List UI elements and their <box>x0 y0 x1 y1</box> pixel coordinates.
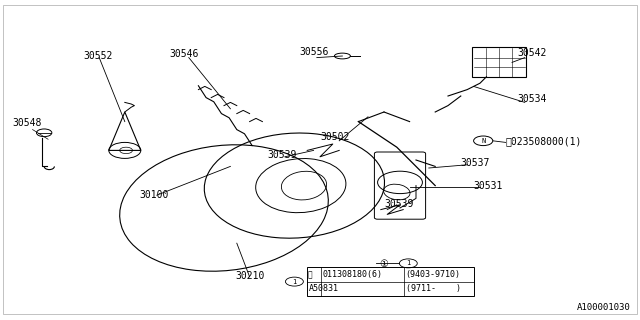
Text: 30556: 30556 <box>300 47 329 57</box>
Text: N: N <box>481 138 485 144</box>
Text: 30210: 30210 <box>236 271 265 281</box>
Text: 30531: 30531 <box>474 181 503 191</box>
Text: Ⓡ: Ⓡ <box>308 270 313 279</box>
Text: A50831: A50831 <box>309 284 339 293</box>
Text: 1: 1 <box>406 260 410 266</box>
Text: 011308180(6): 011308180(6) <box>323 270 383 279</box>
Text: 30537: 30537 <box>461 158 490 168</box>
Text: 30539: 30539 <box>268 150 297 160</box>
Text: 30552: 30552 <box>83 51 113 61</box>
Text: ①: ① <box>380 259 388 269</box>
Bar <box>307 267 474 296</box>
Text: A100001030: A100001030 <box>577 303 630 312</box>
Text: ⓝ023508000(1): ⓝ023508000(1) <box>506 136 582 147</box>
Text: 30542: 30542 <box>517 48 547 58</box>
Text: (9403-9710): (9403-9710) <box>406 270 461 279</box>
Text: 30100: 30100 <box>140 189 169 200</box>
Text: 30534: 30534 <box>517 94 547 104</box>
Text: (9711-    ): (9711- ) <box>406 284 461 293</box>
Text: 30539: 30539 <box>384 199 413 209</box>
Text: 1: 1 <box>292 279 296 284</box>
Text: 30546: 30546 <box>170 49 199 59</box>
Text: 30548: 30548 <box>13 118 42 128</box>
Text: 30502: 30502 <box>320 132 349 142</box>
